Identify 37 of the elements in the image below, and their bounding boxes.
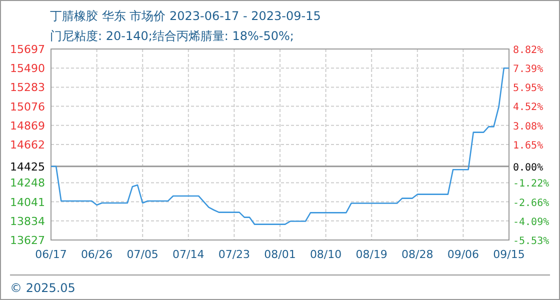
y2-tick-label: 8.82%: [513, 45, 544, 56]
y-tick-label: 14425: [10, 160, 45, 174]
chart-title: 丁腈橡胶 华东 市场价 2023-06-17 - 2023-09-15: [50, 9, 321, 23]
x-tick-label: 07/14: [172, 248, 204, 261]
line-series: [50, 67, 510, 225]
y-tick-label: 14041: [10, 196, 45, 209]
x-tick-label: 09/06: [447, 248, 480, 261]
y2-tick-label: 4.52%: [513, 102, 544, 114]
x-tick-label: 08/28: [402, 248, 434, 261]
y-tick-label: 13627: [10, 234, 45, 247]
x-tick-label: 09/15: [493, 248, 525, 261]
x-tick-label: 08/19: [356, 248, 388, 261]
y2-tick-label: 3.08%: [513, 121, 544, 132]
y-tick-label: 14869: [10, 119, 45, 132]
y-tick-label: 15283: [10, 81, 45, 94]
x-tick-label: 08/01: [264, 248, 296, 261]
y-tick-label: 15490: [10, 62, 45, 76]
x-tick-label: 07/23: [218, 248, 250, 261]
y2-tick-label: 7.39%: [513, 64, 544, 76]
y-tick-label: 13834: [10, 214, 45, 228]
y-tick-label: 15076: [10, 100, 45, 114]
y2-tick-label: 0.00%: [513, 162, 544, 174]
y2-tick-label: 5.95%: [513, 83, 544, 94]
y2-tick-label: -2.66%: [513, 198, 550, 209]
y2-tick-label: -5.53%: [513, 236, 550, 247]
y-tick-label: 14248: [10, 176, 45, 190]
chart-subtitle: 门尼粘度: 20-140;结合丙烯腈量: 18%-50%;: [50, 29, 294, 43]
y2-tick-label: 1.65%: [513, 140, 544, 152]
x-tick-label: 07/05: [126, 248, 158, 261]
x-tick-label: 06/17: [35, 248, 67, 261]
x-tick-label: 08/10: [310, 248, 342, 261]
y2-tick-label: -4.09%: [513, 216, 550, 228]
y2-tick-label: -1.22%: [513, 178, 550, 190]
y-tick-label: 15697: [10, 43, 45, 56]
x-tick-label: 06/26: [80, 248, 113, 261]
text: © 2025.05: [10, 281, 76, 295]
y-tick-label: 14662: [10, 138, 45, 152]
